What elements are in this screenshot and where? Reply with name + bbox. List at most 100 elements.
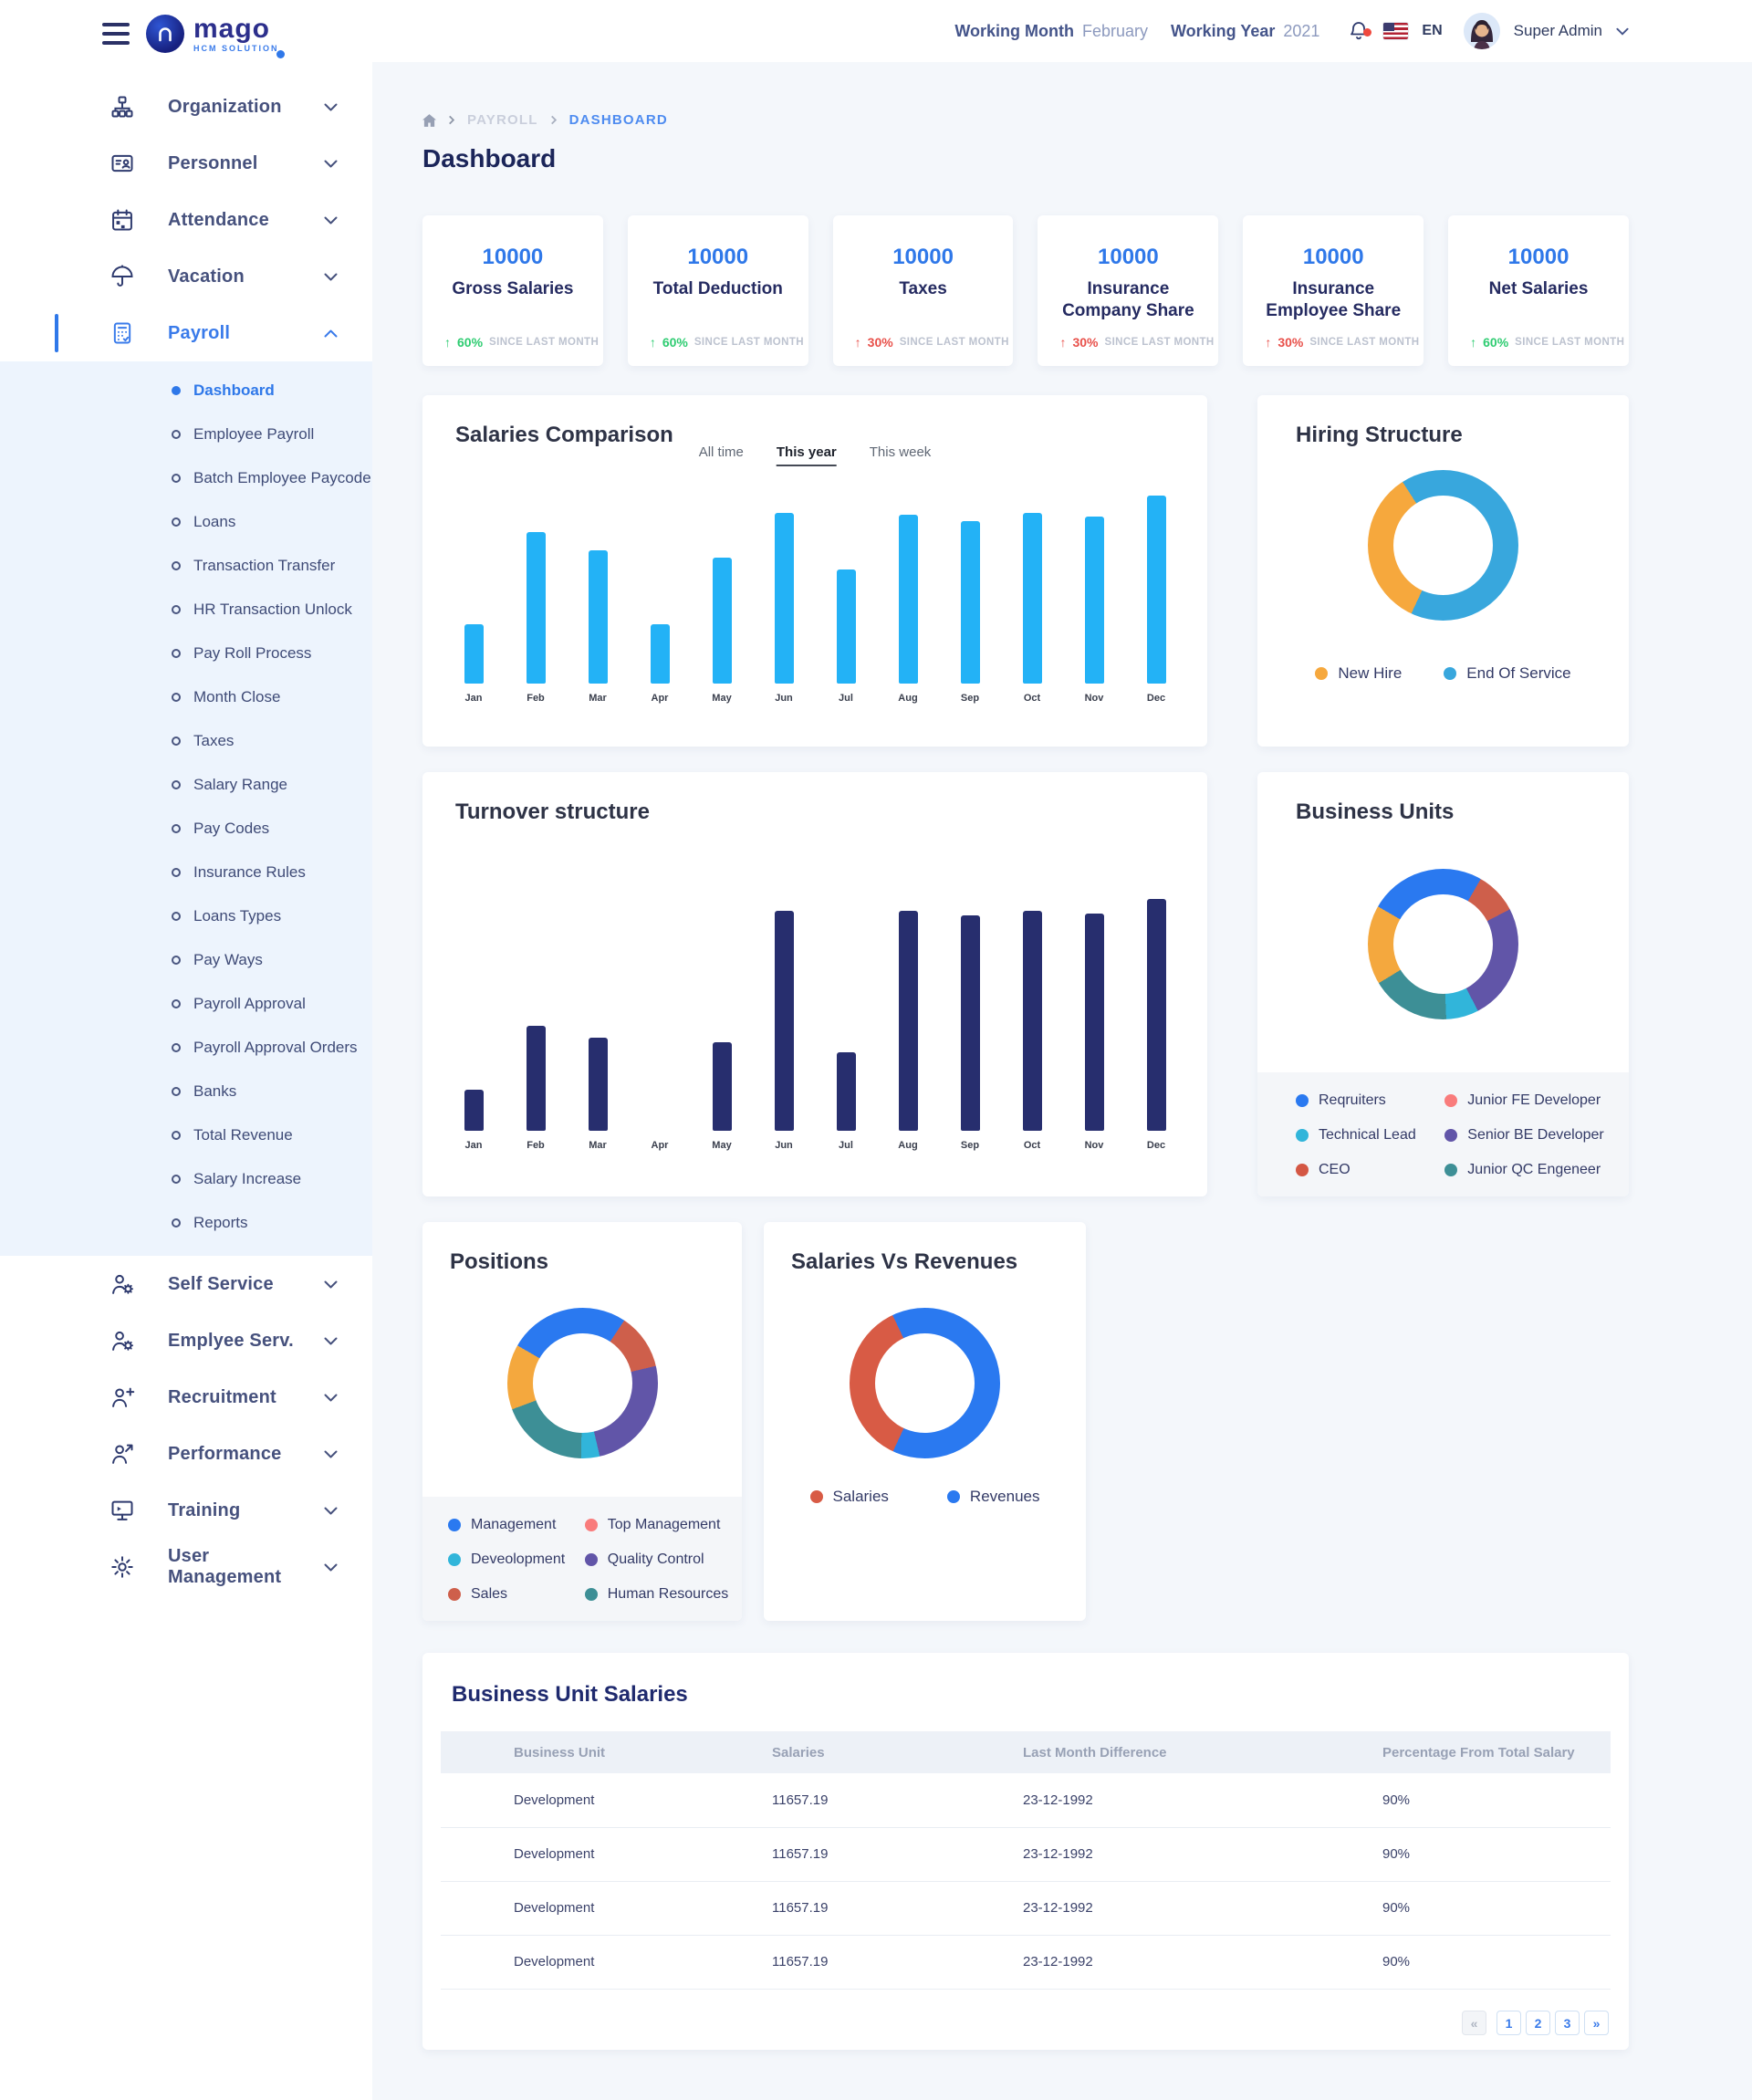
sidebar-item-training[interactable]: Training	[0, 1482, 372, 1539]
sidebar-item-payroll[interactable]: Payroll	[0, 305, 372, 361]
pagination-page-3[interactable]: 3	[1555, 2011, 1580, 2035]
business-units-donut[interactable]	[1368, 869, 1518, 1019]
column-header-last-month-difference: Last Month Difference	[1022, 1731, 1382, 1773]
legend-dot-icon	[448, 1588, 461, 1601]
submenu-item-pay-roll-process[interactable]: Pay Roll Process	[0, 632, 372, 675]
user-menu-chevron-icon[interactable]	[1616, 27, 1629, 36]
submenu-item-label: Pay Ways	[193, 951, 263, 968]
submenu-item-total-revenue[interactable]: Total Revenue	[0, 1113, 372, 1157]
bar-jul[interactable]	[836, 1052, 856, 1131]
bar-jan[interactable]	[464, 1090, 484, 1131]
sidebar-item-performance[interactable]: Performance	[0, 1426, 372, 1482]
bar-aug[interactable]	[898, 515, 918, 684]
bar-mar[interactable]	[588, 550, 608, 684]
table-row[interactable]: Development 11657.19 23-12-1992 90%	[441, 1935, 1611, 1990]
bar-column-aug: Aug	[897, 483, 919, 704]
bar-nov[interactable]	[1084, 517, 1104, 684]
sidebar-item-self-service[interactable]: Self Service	[0, 1256, 372, 1312]
home-icon[interactable]	[422, 113, 436, 127]
bar-may[interactable]	[712, 1042, 732, 1131]
sidebar-item-vacation[interactable]: Vacation	[0, 248, 372, 305]
table-cell-salaries: 11657.19	[771, 1881, 1022, 1936]
sidebar-item-label: Performance	[168, 1443, 282, 1464]
submenu-item-salary-increase[interactable]: Salary Increase	[0, 1157, 372, 1201]
hiring-structure-donut[interactable]	[1368, 470, 1518, 621]
submenu-item-loans[interactable]: Loans	[0, 500, 372, 544]
submenu-item-month-close[interactable]: Month Close	[0, 675, 372, 719]
breadcrumb-section[interactable]: PAYROLL	[467, 112, 538, 128]
language-code[interactable]: EN	[1422, 23, 1443, 38]
working-month[interactable]: Working Month February	[954, 22, 1148, 41]
table-row[interactable]: Development 11657.19 23-12-1992 90%	[441, 1881, 1611, 1936]
table-row[interactable]: Development 11657.19 23-12-1992 90%	[441, 1773, 1611, 1828]
submenu-item-insurance-rules[interactable]: Insurance Rules	[0, 851, 372, 894]
bar-sep[interactable]	[960, 915, 980, 1131]
submenu-item-payroll-approval-orders[interactable]: Payroll Approval Orders	[0, 1026, 372, 1070]
bar-may[interactable]	[712, 558, 732, 684]
notifications-bell-icon[interactable]	[1348, 19, 1372, 43]
stat-card-total-deduction[interactable]: 10000 Total Deduction ↑ 60% SINCE LAST MONTH	[627, 215, 808, 366]
submenu-item-batch-employee-paycode[interactable]: Batch Employee Paycode	[0, 456, 372, 500]
bar-jun[interactable]	[774, 513, 794, 684]
submenu-item-employee-payroll[interactable]: Employee Payroll	[0, 413, 372, 456]
submenu-item-loans-types[interactable]: Loans Types	[0, 894, 372, 938]
bar-oct[interactable]	[1022, 911, 1042, 1131]
bar-mar[interactable]	[588, 1038, 608, 1131]
submenu-item-pay-ways[interactable]: Pay Ways	[0, 938, 372, 982]
bar-sep[interactable]	[960, 521, 980, 684]
stat-label: Insurance Employee Share	[1266, 279, 1402, 320]
stat-card-taxes[interactable]: 10000 Taxes ↑ 30% SINCE LAST MONTH	[832, 215, 1014, 366]
stat-card-gross-salaries[interactable]: 10000 Gross Salaries ↑ 60% SINCE LAST MONTH	[422, 215, 603, 366]
bar-aug[interactable]	[898, 911, 918, 1131]
bar-feb[interactable]	[526, 1026, 546, 1131]
submenu-item-payroll-approval[interactable]: Payroll Approval	[0, 982, 372, 1026]
bar-oct[interactable]	[1022, 513, 1042, 684]
pagination-page-2[interactable]: 2	[1526, 2011, 1550, 2035]
submenu-item-taxes[interactable]: Taxes	[0, 719, 372, 763]
bar-dec[interactable]	[1146, 496, 1166, 684]
submenu-item-hr-transaction-unlock[interactable]: HR Transaction Unlock	[0, 588, 372, 632]
working-year-value[interactable]: 2021	[1283, 21, 1320, 40]
bar-jun[interactable]	[774, 911, 794, 1131]
sidebar-item-emplyee-serv[interactable]: Emplyee Serv.	[0, 1312, 372, 1369]
sidebar-item-attendance[interactable]: Attendance	[0, 192, 372, 248]
submenu-item-banks[interactable]: Banks	[0, 1070, 372, 1113]
submenu-item-dashboard[interactable]: Dashboard	[0, 369, 372, 413]
sidebar-item-organization[interactable]: Organization	[0, 78, 372, 135]
submenu-item-transaction-transfer[interactable]: Transaction Transfer	[0, 544, 372, 588]
salaries-vs-revenues-title: Salaries Vs Revenues	[791, 1249, 1018, 1274]
x-axis-label: Sep	[960, 1140, 980, 1151]
bar-feb[interactable]	[526, 532, 546, 684]
tab-all-time[interactable]: All time	[698, 444, 744, 460]
positions-donut[interactable]	[506, 1308, 658, 1458]
salaries-vs-revenues-donut[interactable]	[850, 1308, 1000, 1458]
menu-toggle-button[interactable]	[102, 23, 130, 45]
submenu-item-reports[interactable]: Reports	[0, 1201, 372, 1245]
working-month-value[interactable]: February	[1081, 21, 1148, 40]
language-flag-icon[interactable]	[1383, 23, 1409, 39]
stat-card-net-salaries[interactable]: 10000 Net Salaries ↑ 60% SINCE LAST MONTH	[1448, 215, 1629, 366]
table-row[interactable]: Development 11657.19 23-12-1992 90%	[441, 1827, 1611, 1882]
user-name[interactable]: Super Admin	[1513, 22, 1602, 39]
circle-bullet-icon	[172, 693, 181, 702]
pagination-page-1[interactable]: 1	[1496, 2011, 1521, 2035]
user-avatar[interactable]	[1463, 13, 1500, 49]
pagination-last-button[interactable]: »	[1584, 2011, 1609, 2035]
submenu-item-label: Loans	[193, 513, 236, 530]
stat-card-insurance-company-share[interactable]: 10000 Insurance Company Share ↑ 30% SINCE LA…	[1038, 215, 1219, 366]
stat-card-insurance-employee-share[interactable]: 10000 Insurance Employee Share ↑ 30% SINCE L…	[1243, 215, 1424, 366]
bar-dec[interactable]	[1146, 899, 1166, 1131]
bar-nov[interactable]	[1084, 914, 1104, 1131]
bar-jul[interactable]	[836, 569, 856, 684]
tab-this-year[interactable]: This year	[776, 444, 837, 466]
sidebar-item-personnel[interactable]: Personnel	[0, 135, 372, 192]
tab-this-week[interactable]: This week	[869, 444, 932, 460]
working-year[interactable]: Working Year 2021	[1171, 22, 1319, 41]
sidebar-item-user-management[interactable]: User Management	[0, 1539, 372, 1595]
submenu-item-pay-codes[interactable]: Pay Codes	[0, 807, 372, 851]
bar-apr[interactable]	[650, 624, 670, 684]
sidebar-item-recruitment[interactable]: Recruitment	[0, 1369, 372, 1426]
bar-jan[interactable]	[464, 624, 484, 684]
submenu-item-salary-range[interactable]: Salary Range	[0, 763, 372, 807]
pagination-first-button[interactable]: «	[1462, 2011, 1486, 2035]
